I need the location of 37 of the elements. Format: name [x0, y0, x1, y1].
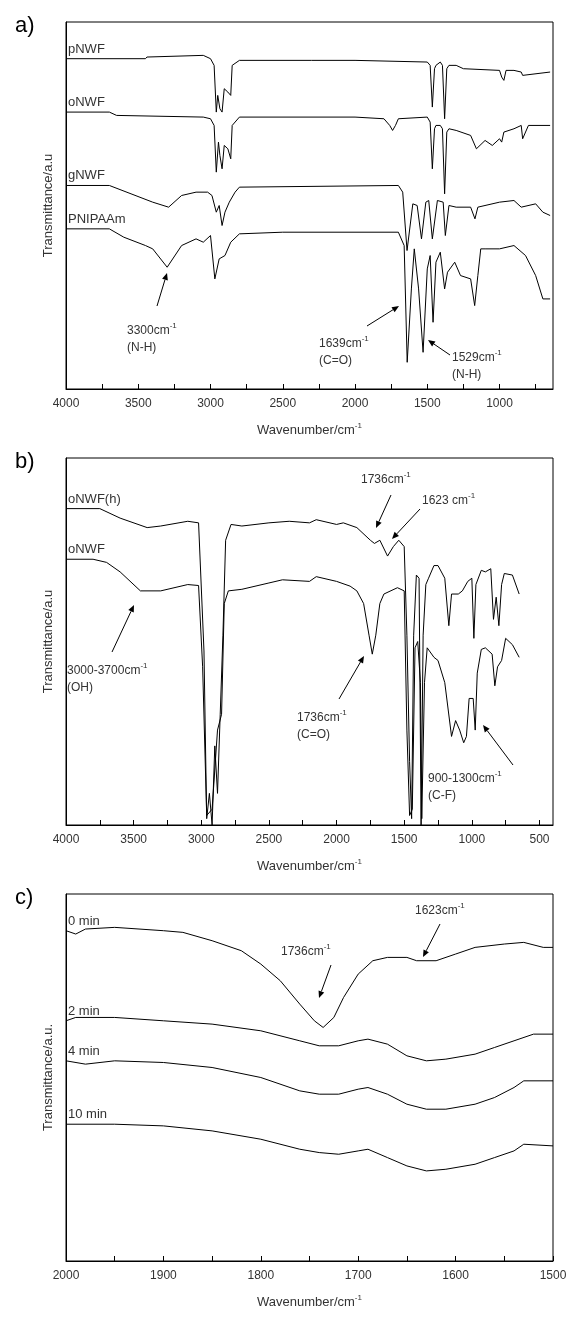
x-tick-label: 3000	[187, 832, 215, 846]
x-tick-label: 2500	[255, 832, 283, 846]
x-tick-label: 4000	[52, 832, 80, 846]
x-tick-label: 500	[529, 832, 550, 846]
series-label: pNWF	[68, 40, 105, 56]
x-tick-label: 2000	[323, 832, 351, 846]
series-label: gNWF	[68, 167, 105, 183]
x-tick-label: 3000	[197, 396, 225, 410]
x-tick-label: 2500	[269, 396, 297, 410]
chart-title: b)	[15, 447, 35, 473]
x-tick-label: 3500	[124, 396, 152, 410]
x-tick-label: 1800	[247, 1268, 275, 1282]
series-label: 2 min	[68, 1002, 100, 1018]
x-tick-label: 1500	[390, 832, 418, 846]
y-axis-title: Transmittance/a.u	[40, 153, 55, 258]
x-tick-label: 2000	[341, 396, 369, 410]
chart-title: a)	[15, 11, 35, 37]
y-axis-title: Transmittance/a.u	[40, 589, 55, 694]
series-label: oNWF	[68, 541, 105, 557]
x-tick-label: 1900	[150, 1268, 178, 1282]
x-tick-label: 1000	[458, 832, 486, 846]
series-label: 10 min	[68, 1106, 108, 1122]
series-label: 4 min	[68, 1042, 100, 1058]
x-tick-label: 1700	[344, 1268, 372, 1282]
x-tick-label: 1000	[486, 396, 514, 410]
x-tick-label: 1500	[413, 396, 441, 410]
x-tick-label: 1500	[539, 1268, 567, 1282]
series-label: PNIPAAm	[68, 210, 126, 226]
x-tick-label: 3500	[120, 832, 148, 846]
x-tick-label: 1600	[442, 1268, 470, 1282]
x-tick-label: 2000	[52, 1268, 80, 1282]
series-label: oNWF	[68, 94, 105, 110]
series-label: 0 min	[68, 912, 100, 928]
y-axis-title: Transmittance/a.u.	[40, 1023, 55, 1132]
chart-title: c)	[15, 883, 34, 909]
x-tick-label: 4000	[52, 396, 80, 410]
series-label: oNWF(h)	[68, 490, 121, 506]
